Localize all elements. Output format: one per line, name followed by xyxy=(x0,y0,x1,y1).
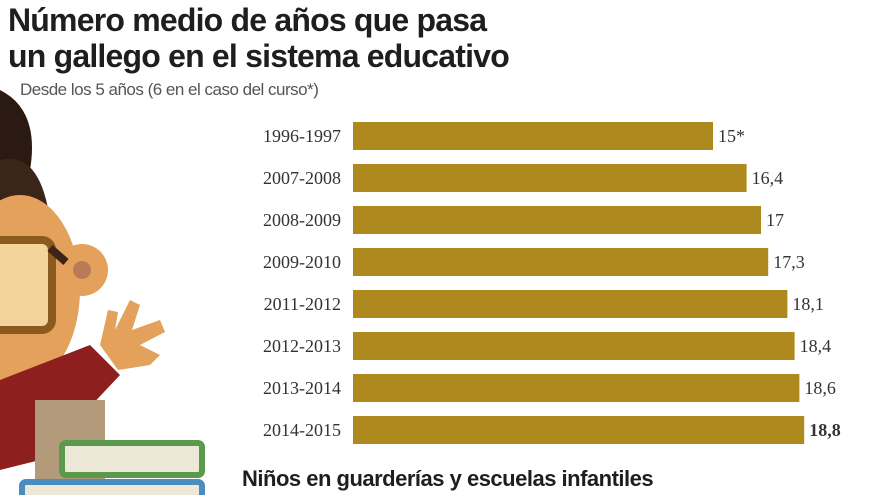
value-label: 15* xyxy=(718,126,745,146)
value-label: 18,1 xyxy=(792,294,824,314)
category-label: 2013-2014 xyxy=(263,378,341,398)
book-top xyxy=(59,440,205,478)
hair xyxy=(0,90,32,180)
bar-2007-2008 xyxy=(353,164,747,192)
value-label: 18,4 xyxy=(800,336,832,356)
category-label: 2009-2010 xyxy=(263,252,341,272)
glasses-arm xyxy=(47,244,69,266)
bar-2012-2013 xyxy=(353,332,795,360)
student-illustration xyxy=(0,90,205,495)
next-section-heading: Niños en guarderías y escuelas infantile… xyxy=(242,466,654,491)
value-label: 17 xyxy=(766,210,784,230)
value-label: 18,8 xyxy=(809,420,841,440)
category-label: 2012-2013 xyxy=(263,336,341,356)
value-label: 16,4 xyxy=(752,168,784,188)
bar-1996-1997 xyxy=(353,122,713,150)
category-label: 1996-1997 xyxy=(263,126,341,146)
value-label: 17,3 xyxy=(773,252,805,272)
bar-2008-2009 xyxy=(353,206,761,234)
bar-2011-2012 xyxy=(353,290,788,318)
bar-2009-2010 xyxy=(353,248,769,276)
value-label: 18,6 xyxy=(804,378,836,398)
chart-title: Número medio de años que pasa un gallego… xyxy=(8,2,510,74)
category-label: 2008-2009 xyxy=(263,210,341,230)
category-label: 2011-2012 xyxy=(264,294,341,314)
ear-inner xyxy=(73,261,91,279)
bar-2014-2015 xyxy=(353,416,805,444)
bar-2013-2014 xyxy=(353,374,800,402)
chart-subtitle: Desde los 5 años (6 en el caso del curso… xyxy=(20,80,319,99)
hand xyxy=(100,300,165,370)
glasses xyxy=(0,236,56,334)
category-label: 2007-2008 xyxy=(263,168,341,188)
category-label: 2014-2015 xyxy=(263,420,341,440)
title-line-2: un gallego en el sistema educativo xyxy=(8,38,510,74)
title-line-1: Número medio de años que pasa xyxy=(8,2,487,38)
book-bottom xyxy=(19,479,205,495)
